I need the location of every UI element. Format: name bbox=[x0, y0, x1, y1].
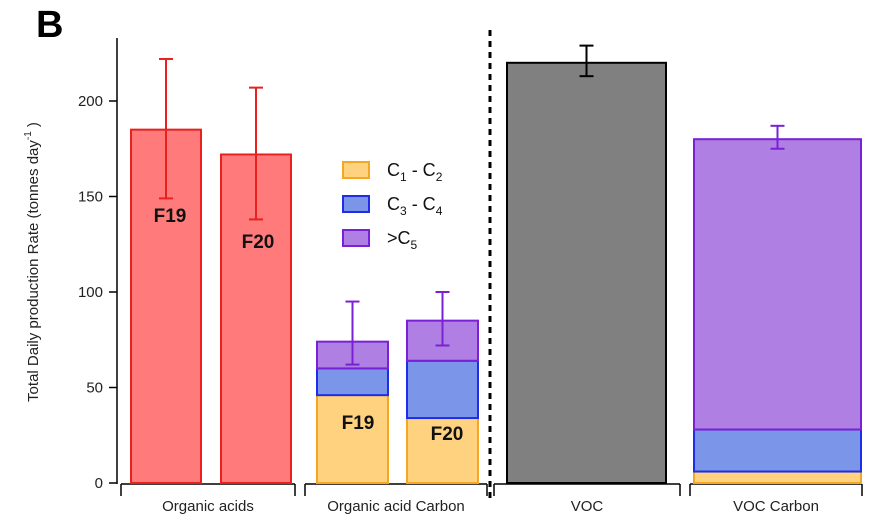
legend-swatch bbox=[342, 195, 370, 213]
bar-segment bbox=[406, 359, 479, 420]
y-tick-label: 150 bbox=[78, 189, 103, 206]
y-tick-label: 50 bbox=[86, 380, 103, 397]
category-label: VOC bbox=[571, 498, 604, 515]
y-tick-label: 100 bbox=[78, 284, 103, 301]
bar-segment bbox=[406, 417, 479, 484]
legend-label: C3 - C4 bbox=[387, 194, 443, 218]
y-tick-label: 0 bbox=[95, 475, 103, 492]
legend-label: >C5 bbox=[387, 228, 418, 252]
bar-segment bbox=[316, 367, 389, 397]
legend-label: C1 - C2 bbox=[387, 160, 443, 184]
bar-segment bbox=[316, 394, 389, 485]
bar-segment bbox=[693, 470, 862, 485]
panel-label: B bbox=[36, 4, 64, 46]
axes: 0 50 100 150 200 Total Daily production Rate … bbox=[23, 30, 863, 515]
legend-swatch bbox=[342, 161, 370, 179]
bar-label: F19 bbox=[154, 206, 187, 227]
category-label: Organic acid Carbon bbox=[327, 498, 465, 515]
bar bbox=[506, 61, 667, 485]
legend: C1 - C2 C3 - C4 >C5 bbox=[342, 160, 443, 252]
y-tick-label: 200 bbox=[78, 93, 103, 110]
bar-label: F20 bbox=[431, 424, 464, 445]
bars bbox=[130, 61, 862, 485]
y-axis-label: Total Daily production Rate (tonnes day-… bbox=[23, 122, 42, 402]
legend-swatch bbox=[342, 229, 370, 247]
bar-segment bbox=[693, 428, 862, 473]
bar-label: F20 bbox=[242, 232, 275, 253]
bar-segment bbox=[693, 138, 862, 431]
category-label: VOC Carbon bbox=[733, 498, 819, 515]
bar-labels: F19 F20 F19 F20 bbox=[154, 206, 464, 445]
error-bars bbox=[159, 44, 785, 366]
category-label: Organic acids bbox=[162, 498, 254, 515]
bar-label: F19 bbox=[342, 413, 375, 434]
